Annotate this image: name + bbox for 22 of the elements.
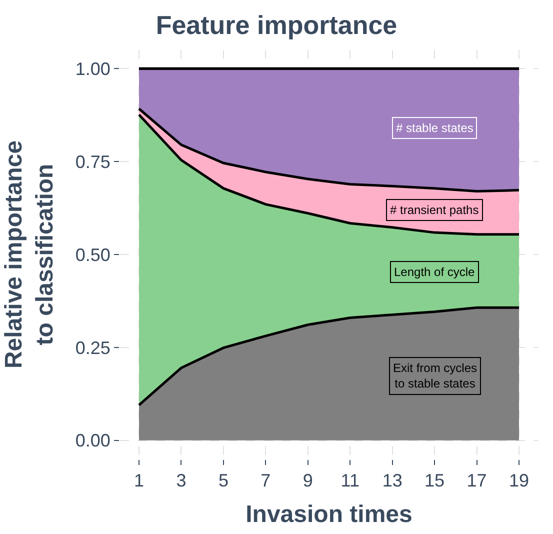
chart-title: Feature importance xyxy=(156,10,398,40)
x-tick-label: 17 xyxy=(466,470,487,491)
x-tick-label: 7 xyxy=(260,470,271,491)
x-axis-title: Invasion times xyxy=(246,500,412,528)
series-label: # stable states xyxy=(396,121,474,135)
x-tick-label: 15 xyxy=(424,470,445,491)
x-tick-label: 19 xyxy=(508,470,530,491)
x-tick-label: 9 xyxy=(302,470,313,491)
x-tick-label: 11 xyxy=(340,470,360,491)
series-label: Exit from cycles to stable states xyxy=(393,361,478,391)
y-tick-label: 1.00 xyxy=(75,58,110,79)
y-tick-label: 0.25 xyxy=(75,338,110,358)
series-label: # transient paths xyxy=(390,203,479,217)
series-label: Length of cycle xyxy=(394,265,476,279)
x-tick-label: 3 xyxy=(176,470,186,491)
y-tick-label: 0.75 xyxy=(75,152,110,172)
y-tick-label: 0.00 xyxy=(75,430,110,451)
x-tick-label: 5 xyxy=(218,470,228,491)
x-tick-label: 13 xyxy=(382,470,402,491)
x-tick-label: 1 xyxy=(134,470,144,491)
y-axis-title: Relative importance to classification xyxy=(0,140,58,369)
y-tick-label: 0.50 xyxy=(75,244,110,265)
